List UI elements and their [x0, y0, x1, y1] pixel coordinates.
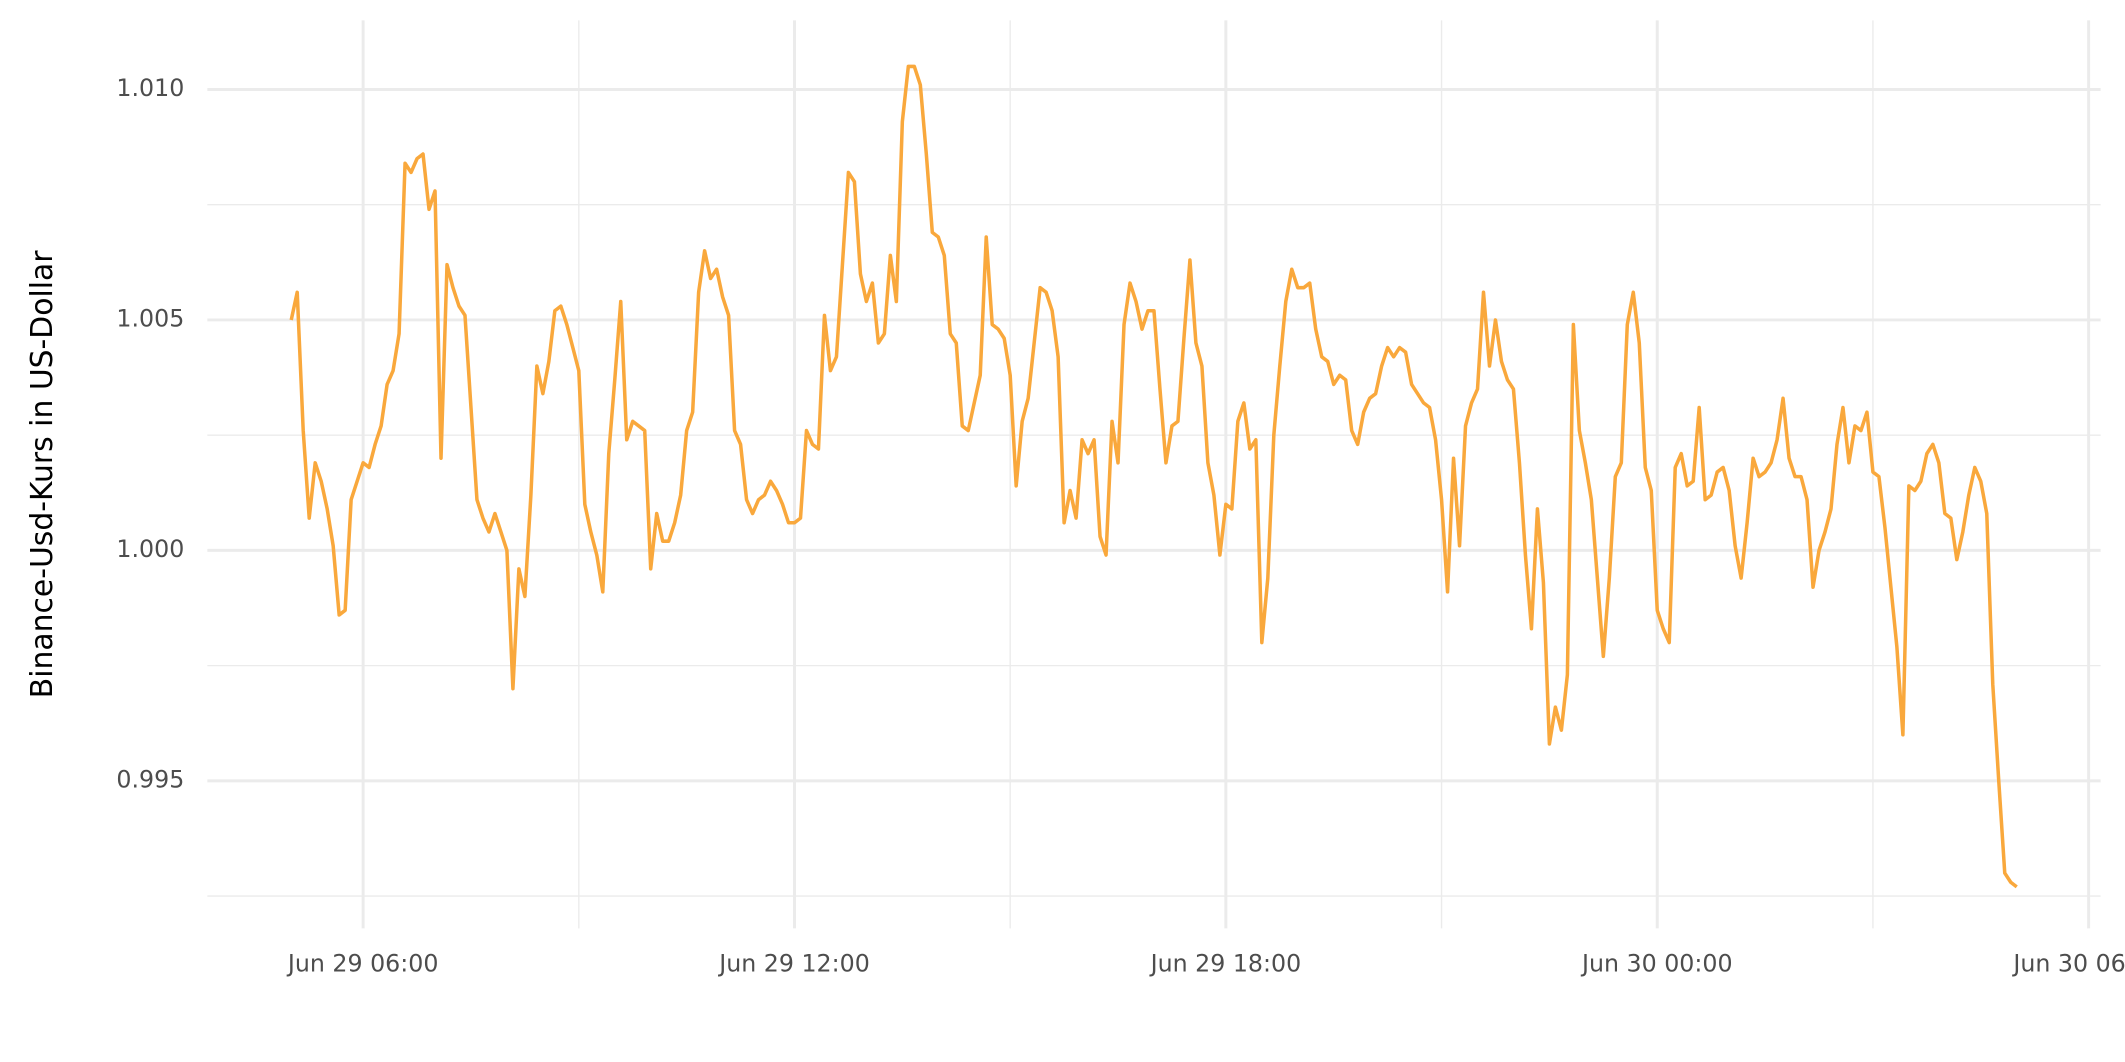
y-tick-label: 1.000: [116, 535, 184, 563]
y-axis-title: Binance-Usd-Kurs in US-Dollar: [25, 250, 60, 699]
x-tick-label: Jun 29 06:00: [286, 949, 439, 977]
y-tick-label: 0.995: [116, 765, 184, 793]
y-tick-label: 1.005: [116, 304, 184, 332]
x-tick-label: Jun 29 12:00: [717, 949, 870, 977]
x-tick-label: Jun 29 18:00: [1149, 949, 1302, 977]
x-tick-label: Jun 30 00:00: [1580, 949, 1733, 977]
y-tick-label: 1.010: [116, 74, 184, 102]
x-tick-label: Jun 30 06:00: [2011, 949, 2125, 977]
grid: [207, 20, 2101, 929]
marks: [289, 64, 2018, 889]
price-line: [289, 64, 2018, 889]
